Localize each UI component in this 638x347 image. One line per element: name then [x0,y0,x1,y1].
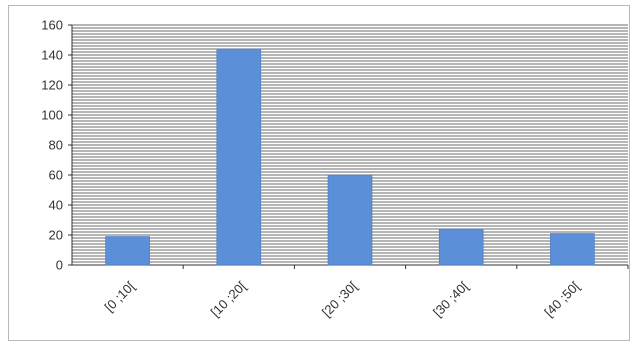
bar [327,174,373,266]
bar [216,48,262,266]
bar [105,236,150,266]
y-tick-label: 100 [41,108,63,123]
y-tick-labels: 0 20 40 60 80 100 120 140 160 [41,18,72,273]
y-tick-label: 0 [56,258,63,273]
y-tick-label: 120 [41,78,63,93]
x-tick-label: [0 ;10[ [102,278,138,314]
y-tick-label: 20 [49,228,63,243]
x-tick-labels: [0 ;10[ [10 ;20[ [20 ;30[ [30 ;40[ [40 ;50[ [102,265,629,320]
y-tick-label: 160 [41,18,63,33]
x-tick-label: [30 ;40[ [430,278,472,320]
y-tick-label: 60 [49,168,63,183]
x-tick-label: [10 ;20[ [208,278,250,320]
bar [550,233,595,266]
y-tick-label: 140 [41,48,63,63]
y-tick-label: 40 [49,198,63,213]
bars [105,48,595,266]
x-tick-label: [40 ;50[ [541,278,583,320]
y-tick-label: 80 [49,138,63,153]
bar [438,228,484,266]
x-tick-label: [20 ;30[ [319,278,361,320]
